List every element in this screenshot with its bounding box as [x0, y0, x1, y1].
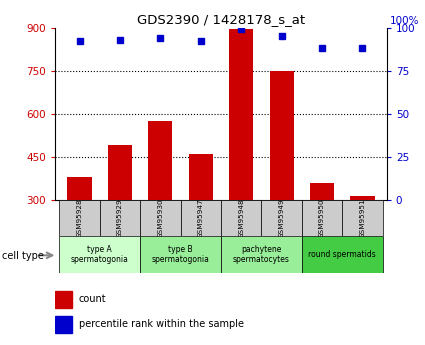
Bar: [55, 291, 71, 308]
Bar: [148, 121, 173, 200]
Text: 100%: 100%: [390, 16, 419, 26]
Bar: [302, 200, 342, 236]
Text: round spermatids: round spermatids: [309, 250, 376, 259]
Bar: [189, 154, 213, 200]
Text: count: count: [79, 295, 106, 304]
Bar: [55, 316, 71, 333]
Bar: [350, 196, 374, 200]
Bar: [60, 200, 100, 236]
Bar: [342, 200, 382, 236]
Text: GSM95949: GSM95949: [279, 198, 285, 238]
Bar: [261, 200, 302, 236]
Text: GSM95929: GSM95929: [117, 198, 123, 238]
Title: GDS2390 / 1428178_s_at: GDS2390 / 1428178_s_at: [137, 13, 305, 27]
Bar: [221, 200, 261, 236]
Bar: [100, 200, 140, 236]
Text: type A
spermatogonia: type A spermatogonia: [71, 245, 129, 264]
Text: pachytene
spermatocytes: pachytene spermatocytes: [233, 245, 290, 264]
Bar: [302, 236, 382, 273]
Bar: [181, 200, 221, 236]
Bar: [310, 183, 334, 200]
Bar: [68, 177, 92, 200]
Bar: [229, 29, 253, 200]
Bar: [108, 146, 132, 200]
Text: cell type: cell type: [2, 251, 44, 261]
Bar: [140, 236, 221, 273]
Text: GSM95947: GSM95947: [198, 198, 204, 238]
Bar: [60, 236, 140, 273]
Text: GSM95950: GSM95950: [319, 198, 325, 238]
Text: GSM95930: GSM95930: [157, 198, 163, 238]
Text: GSM95951: GSM95951: [360, 198, 366, 238]
Bar: [269, 71, 294, 200]
Bar: [140, 200, 181, 236]
Text: percentile rank within the sample: percentile rank within the sample: [79, 319, 244, 329]
Bar: [221, 236, 302, 273]
Text: type B
spermatogonia: type B spermatogonia: [152, 245, 210, 264]
Text: GSM95928: GSM95928: [76, 198, 82, 238]
Text: GSM95948: GSM95948: [238, 198, 244, 238]
